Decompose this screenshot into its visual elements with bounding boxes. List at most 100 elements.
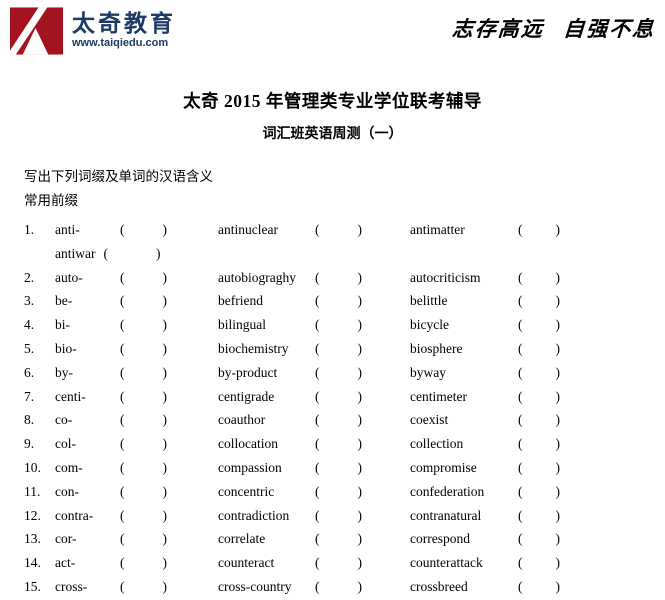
paren-open: ( <box>518 222 523 237</box>
paren-close: ) <box>357 364 363 380</box>
item-prefix: com- <box>55 459 83 475</box>
example-word-1: coauthor <box>218 412 266 428</box>
list-item-main-line: 3. be- () befriend () belittle () <box>24 289 665 313</box>
paren-open: ( <box>315 269 320 285</box>
answer-blank: () <box>518 313 560 337</box>
answer-blank: () <box>315 218 410 242</box>
example-word-1: compassion <box>218 459 282 475</box>
item-prefix: con- <box>55 483 79 499</box>
motto-calligraphy: 志存高远 自强不息 <box>450 16 656 41</box>
paren-close: ) <box>357 483 363 499</box>
paren-close: ) <box>357 222 363 237</box>
paren-open: ( <box>120 531 125 547</box>
answer-blank: () <box>518 218 560 242</box>
item-number: 10. <box>24 459 41 475</box>
paren-close: ) <box>357 459 363 475</box>
instructions-text: 写出下列词缀及单词的汉语含义 <box>24 169 213 184</box>
list-item-main-line: 1. anti- () antinuclear () antimatter () <box>24 218 665 242</box>
paren-close: ) <box>357 436 363 452</box>
example-word-1: concentric <box>218 483 275 499</box>
paren-close: ) <box>357 317 363 333</box>
answer-blank: () <box>518 337 560 361</box>
brand-name: 太奇教育 <box>72 10 176 36</box>
item-number: 4. <box>24 317 35 333</box>
example-word-2: biosphere <box>410 340 463 356</box>
paren-close: ) <box>162 483 168 499</box>
item-prefix: cross- <box>55 578 88 594</box>
item-prefix: col- <box>55 436 76 452</box>
example-word-1: correlate <box>218 531 266 547</box>
list-item-main-line: 7. centi- () centigrade () centimeter () <box>24 385 665 409</box>
list-item-main-line: 10. com- () compassion () compromise () <box>24 456 665 480</box>
page-subtitle: 词汇班英语周测（一） <box>262 127 403 142</box>
paren-close: ) <box>162 436 168 452</box>
example-word-2: confederation <box>410 483 485 499</box>
paren-open: ( <box>103 245 108 261</box>
paren-close: ) <box>162 222 168 237</box>
paren-open: ( <box>120 483 125 499</box>
list-item-main-line: 9. col- () collocation () collection () <box>24 432 665 456</box>
paren-open: ( <box>120 507 125 523</box>
answer-blank: () <box>120 456 218 480</box>
paren-open: ( <box>518 578 523 594</box>
answer-blank: () <box>120 289 218 313</box>
taiqi-logo: 太奇教育 www.taiqiedu.com <box>10 7 176 55</box>
paren-close: ) <box>357 578 363 594</box>
paren-open: ( <box>120 222 125 237</box>
item-number: 3. <box>24 293 35 309</box>
answer-blank: () <box>315 289 410 313</box>
paren-close: ) <box>357 531 363 547</box>
answer-blank: () <box>518 480 560 504</box>
example-word-2: coexist <box>410 412 449 428</box>
example-word-2: collection <box>410 436 464 452</box>
brand-url: www.taiqiedu.com <box>72 37 169 49</box>
answer-blank: () <box>518 289 560 313</box>
example-word-1: befriend <box>218 293 263 309</box>
item-number: 9. <box>24 436 35 452</box>
paren-open: ( <box>518 412 523 428</box>
paren-open: ( <box>518 555 523 571</box>
paren-close: ) <box>555 531 561 547</box>
paren-close: ) <box>555 317 561 333</box>
example-word-2: correspond <box>410 531 470 547</box>
answer-blank: () <box>315 504 410 528</box>
paren-open: ( <box>315 507 320 523</box>
list-item: 15. cross- () cross-country () crossbree… <box>24 575 665 599</box>
answer-blank: () <box>120 313 218 337</box>
list-item: 7. centi- () centigrade () centimeter () <box>24 385 665 409</box>
paren-close: ) <box>357 269 363 285</box>
answer-blank: () <box>518 408 560 432</box>
paren-close: ) <box>357 340 363 356</box>
answer-blank: () <box>315 313 410 337</box>
answer-blank: () <box>120 266 218 290</box>
paren-close: ) <box>162 364 168 380</box>
paren-open: ( <box>518 436 523 452</box>
answer-blank: () <box>315 575 410 599</box>
list-item-main-line: 14. act- () counteract () counterattack … <box>24 551 665 575</box>
paren-close: ) <box>357 507 363 523</box>
header: 太奇教育 www.taiqiedu.com 志存高远 自强不息 <box>0 0 665 64</box>
example-word-1: autobiograghy <box>218 269 296 285</box>
paren-open: ( <box>120 436 125 452</box>
paren-open: ( <box>518 364 523 380</box>
answer-blank: () <box>518 266 560 290</box>
page-title: 太奇 2015 年管理类专业学位联考辅导 <box>183 91 482 111</box>
item-prefix: bi- <box>55 317 70 333</box>
example-word-1: by-product <box>218 364 278 380</box>
list-item: 8. co- () coauthor () coexist () <box>24 408 665 432</box>
answer-blank: () <box>315 551 410 575</box>
paren-open: ( <box>120 412 125 428</box>
paren-open: ( <box>120 317 125 333</box>
item-number: 13. <box>24 531 41 547</box>
item-prefix: anti- <box>55 222 80 237</box>
item-prefix: centi- <box>55 388 86 404</box>
paren-close: ) <box>555 436 561 452</box>
example-word-2: centimeter <box>410 388 467 404</box>
paren-open: ( <box>120 364 125 380</box>
paren-close: ) <box>555 483 561 499</box>
answer-blank: () <box>315 337 410 361</box>
list-item-main-line: 6. by- () by-product () byway () <box>24 361 665 385</box>
paren-open: ( <box>315 531 320 547</box>
paren-close: ) <box>162 578 168 594</box>
paren-open: ( <box>518 388 523 404</box>
